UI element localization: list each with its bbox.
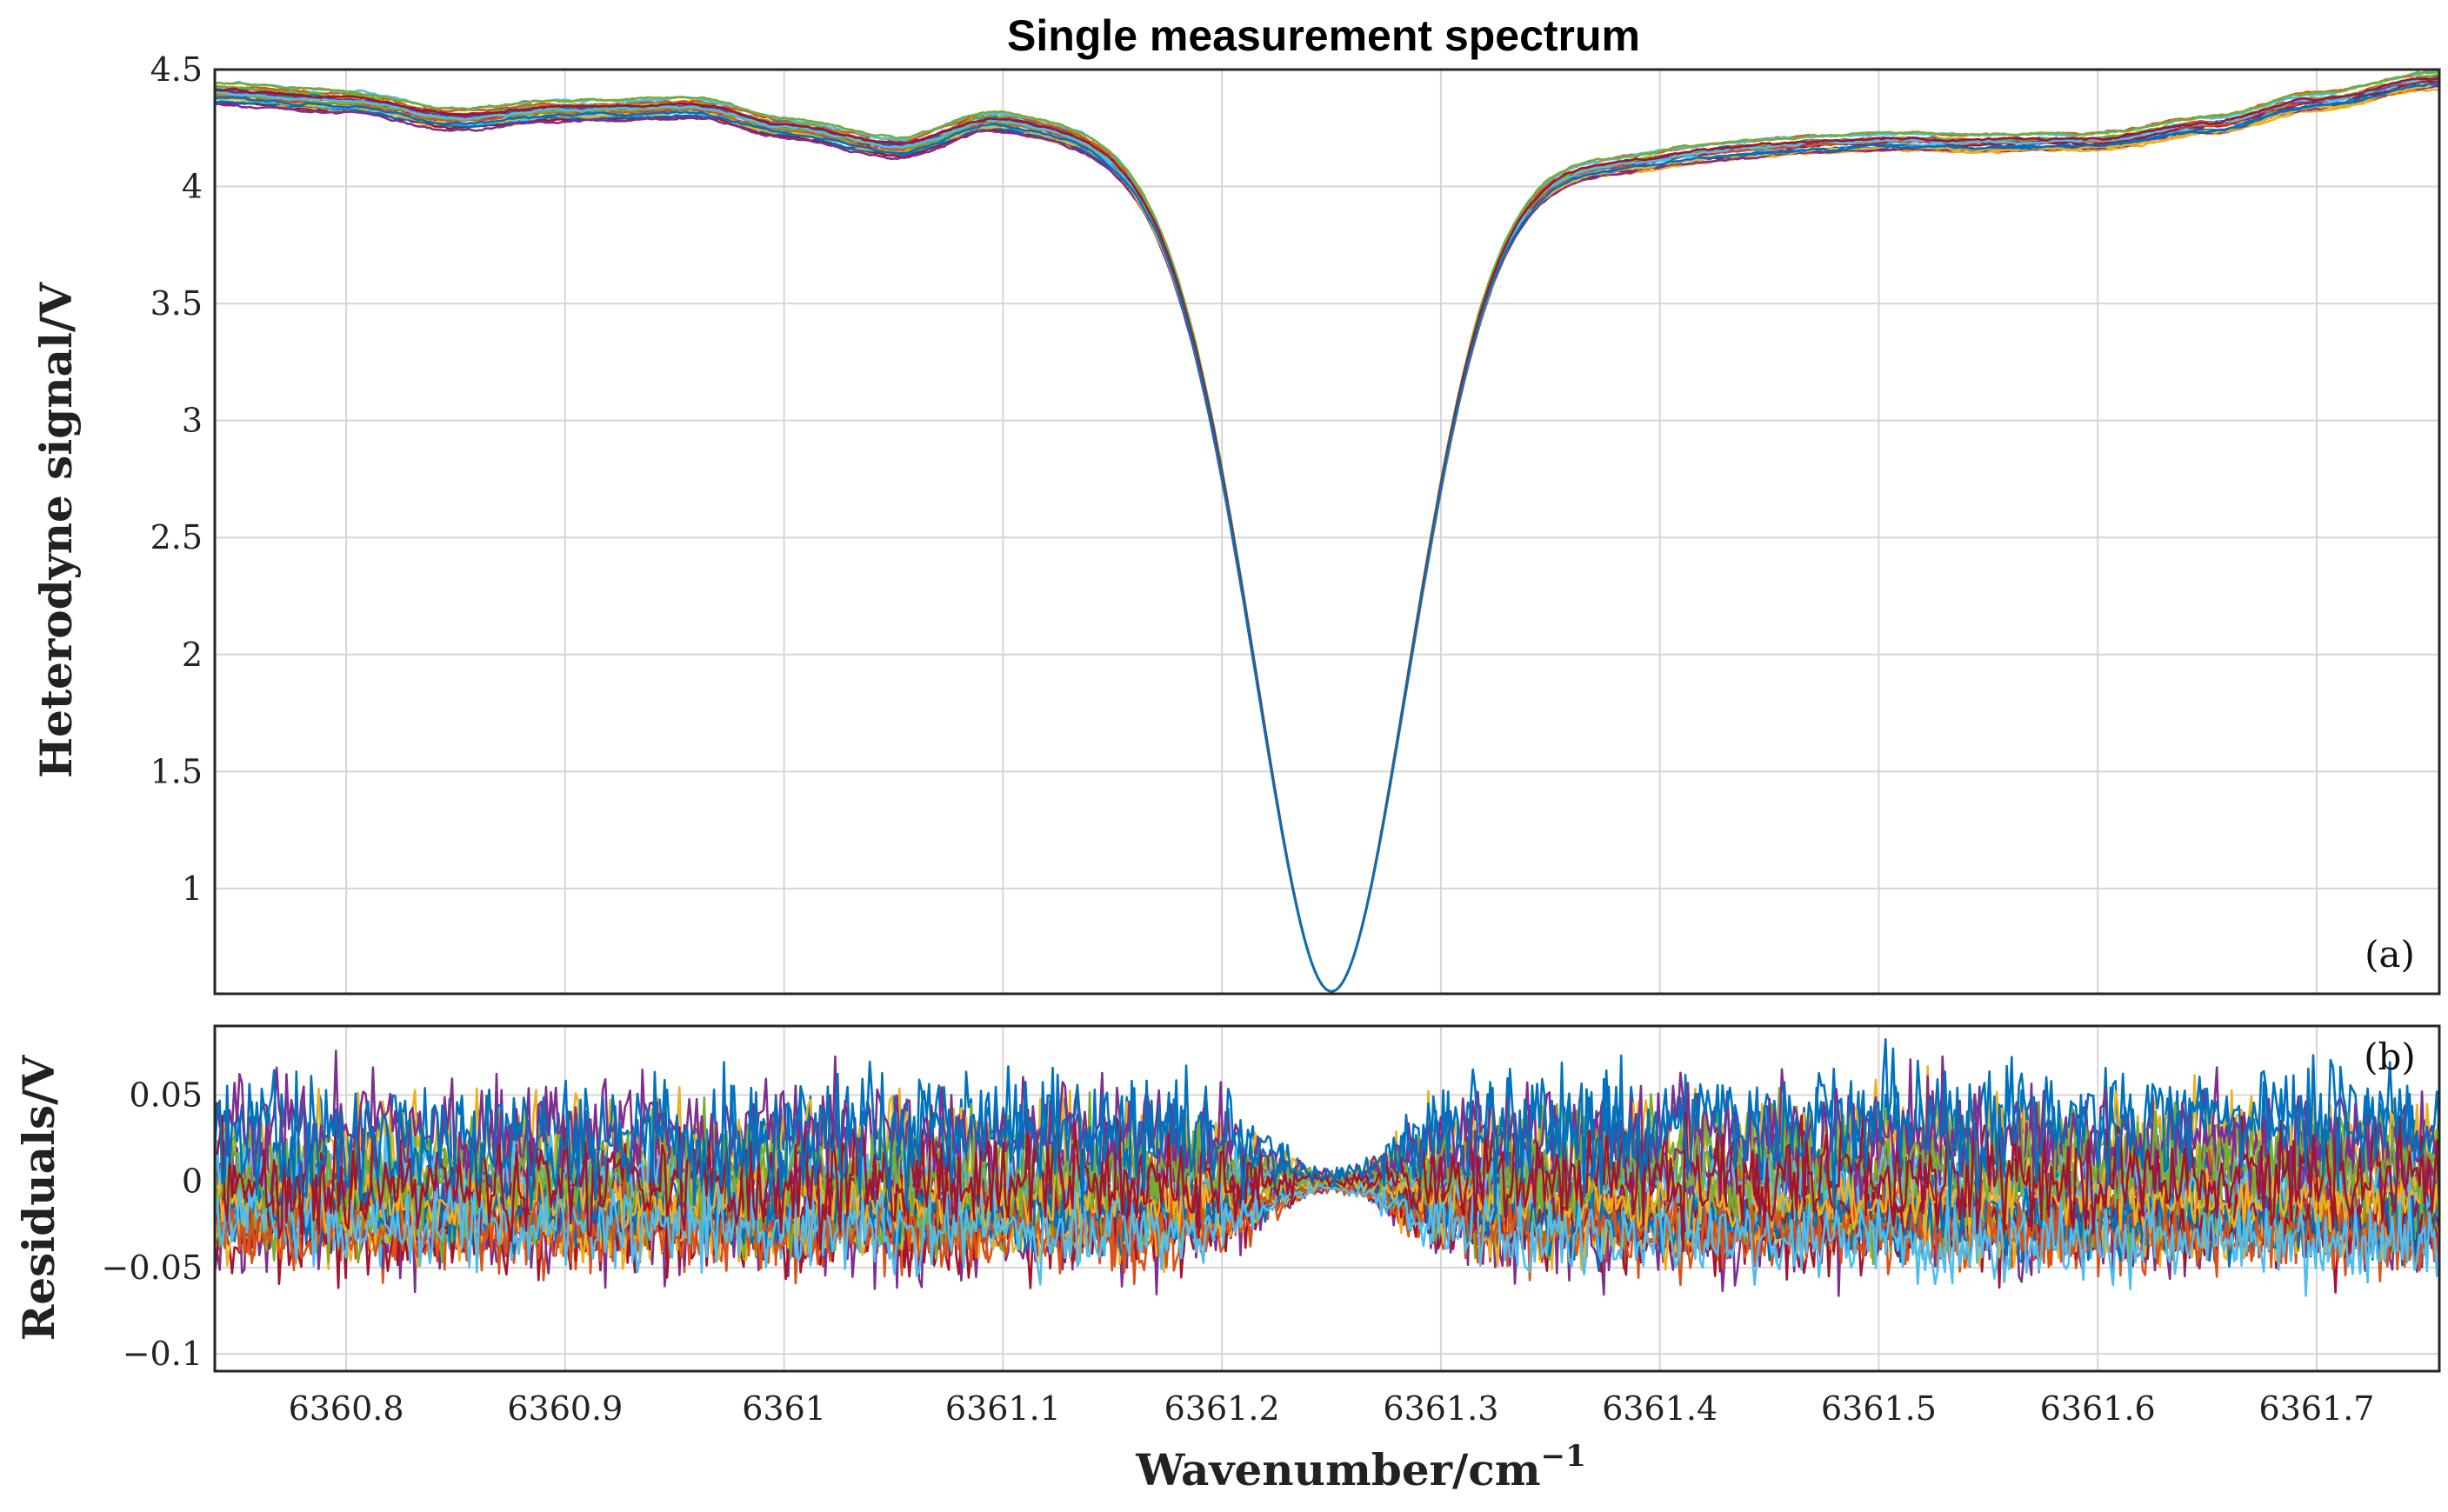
panel-a-y-tick-label: 3.5 bbox=[150, 284, 203, 323]
x-tick-label: 6361.3 bbox=[1383, 1389, 1498, 1428]
panel-b-residual-line bbox=[213, 1038, 2441, 1214]
panel-a-series-line bbox=[214, 76, 2440, 993]
panel-b-series-group bbox=[213, 1038, 2441, 1297]
panel-b-y-tick-label: −0.1 bbox=[123, 1335, 203, 1373]
panel-a-frame bbox=[213, 68, 2441, 996]
panel-a-series-line bbox=[214, 69, 2439, 993]
panel-a-y-tick-label: 1.5 bbox=[150, 752, 203, 790]
panel-b-y-tick-label: 0 bbox=[182, 1162, 203, 1201]
x-tick-label: 6361.7 bbox=[2259, 1389, 2375, 1428]
panel-a-series-line bbox=[214, 75, 2440, 993]
panel-a-series-line bbox=[214, 70, 2440, 993]
panel-a-y-tick-label: 3 bbox=[182, 402, 203, 440]
panel-b-y-ticks: −0.1 −0.05 0 0.05 bbox=[102, 1076, 203, 1373]
panel-a-series-group bbox=[214, 69, 2440, 993]
chart-title: Single measurement spectrum bbox=[1007, 11, 1640, 60]
panel-a-y-tick-label: 4.5 bbox=[150, 50, 203, 89]
panel-a-series-line bbox=[214, 77, 2440, 993]
panel-b-frame bbox=[213, 1024, 2441, 1373]
panel-a-series-line bbox=[214, 79, 2440, 993]
panel-a-series-line bbox=[214, 77, 2439, 993]
panel-b-y-axis-label: Residuals/V bbox=[13, 1055, 64, 1342]
panel-b-label: (b) bbox=[2364, 1036, 2416, 1078]
x-tick-label: 6361.2 bbox=[1164, 1389, 1280, 1428]
panel-a-series-line bbox=[214, 77, 2440, 993]
panel-a-series-line bbox=[214, 82, 2440, 993]
panel-a-series-line bbox=[214, 77, 2440, 993]
panel-a-label: (a) bbox=[2365, 933, 2415, 976]
panel-a-series-line bbox=[214, 73, 2440, 993]
x-tick-label: 6361.1 bbox=[945, 1389, 1061, 1428]
panel-a-y-tick-label: 4 bbox=[182, 168, 203, 206]
x-tick-label: 6360.9 bbox=[507, 1389, 623, 1428]
panel-b-residual-line bbox=[213, 1178, 2441, 1287]
x-tick-label: 6361.6 bbox=[2040, 1389, 2156, 1428]
x-axis-label-exponent: −1 bbox=[1541, 1439, 1586, 1474]
x-tick-label: 6360.8 bbox=[289, 1389, 404, 1428]
x-axis-label: Wavenumber/cm−1 bbox=[1135, 1439, 1586, 1495]
panel-a-series-line bbox=[214, 84, 2440, 993]
panel-a-y-tick-label: 2 bbox=[182, 636, 203, 674]
panel-a-series-line bbox=[214, 76, 2440, 993]
panel-a-series-line bbox=[214, 84, 2440, 993]
panel-b-y-tick-label: −0.05 bbox=[102, 1249, 203, 1287]
panel-a-grid bbox=[215, 69, 2439, 994]
panel-a-y-ticks: 1 1.5 2 2.5 3 3.5 4 4.5 bbox=[150, 50, 203, 908]
x-tick-label: 6361 bbox=[742, 1389, 826, 1428]
panel-b-plot: −0.1 −0.05 0 0.05 (b) Residuals/V bbox=[13, 1024, 2441, 1373]
panel-b-residual-line bbox=[213, 1164, 2441, 1297]
panel-a-series-line bbox=[215, 80, 2440, 993]
x-ticks: 6360.8 6360.9 6361 6361.1 6361.2 6361.3 6361.4… bbox=[289, 1389, 2375, 1428]
panel-b-residual-line bbox=[213, 1105, 2441, 1253]
panel-a-y-axis-label: Heterodyne signal/V bbox=[30, 282, 82, 778]
panel-b-y-tick-label: 0.05 bbox=[129, 1076, 203, 1114]
panel-a-series-line bbox=[215, 70, 2440, 993]
panel-a-series-line bbox=[215, 88, 2439, 993]
panel-a-plot: 1 1.5 2 2.5 3 3.5 4 4.5 (a) Heterodyne signal/V bbox=[30, 50, 2441, 996]
panel-a-series-line bbox=[214, 77, 2440, 993]
panel-a-series-line bbox=[214, 75, 2440, 993]
x-tick-label: 6361.4 bbox=[1602, 1389, 1718, 1428]
x-axis-label-base: Wavenumber/cm bbox=[1135, 1444, 1540, 1495]
x-tick-label: 6361.5 bbox=[1821, 1389, 1937, 1428]
panel-a-y-tick-label: 2.5 bbox=[150, 518, 203, 556]
panel-a-y-tick-label: 1 bbox=[182, 869, 203, 908]
